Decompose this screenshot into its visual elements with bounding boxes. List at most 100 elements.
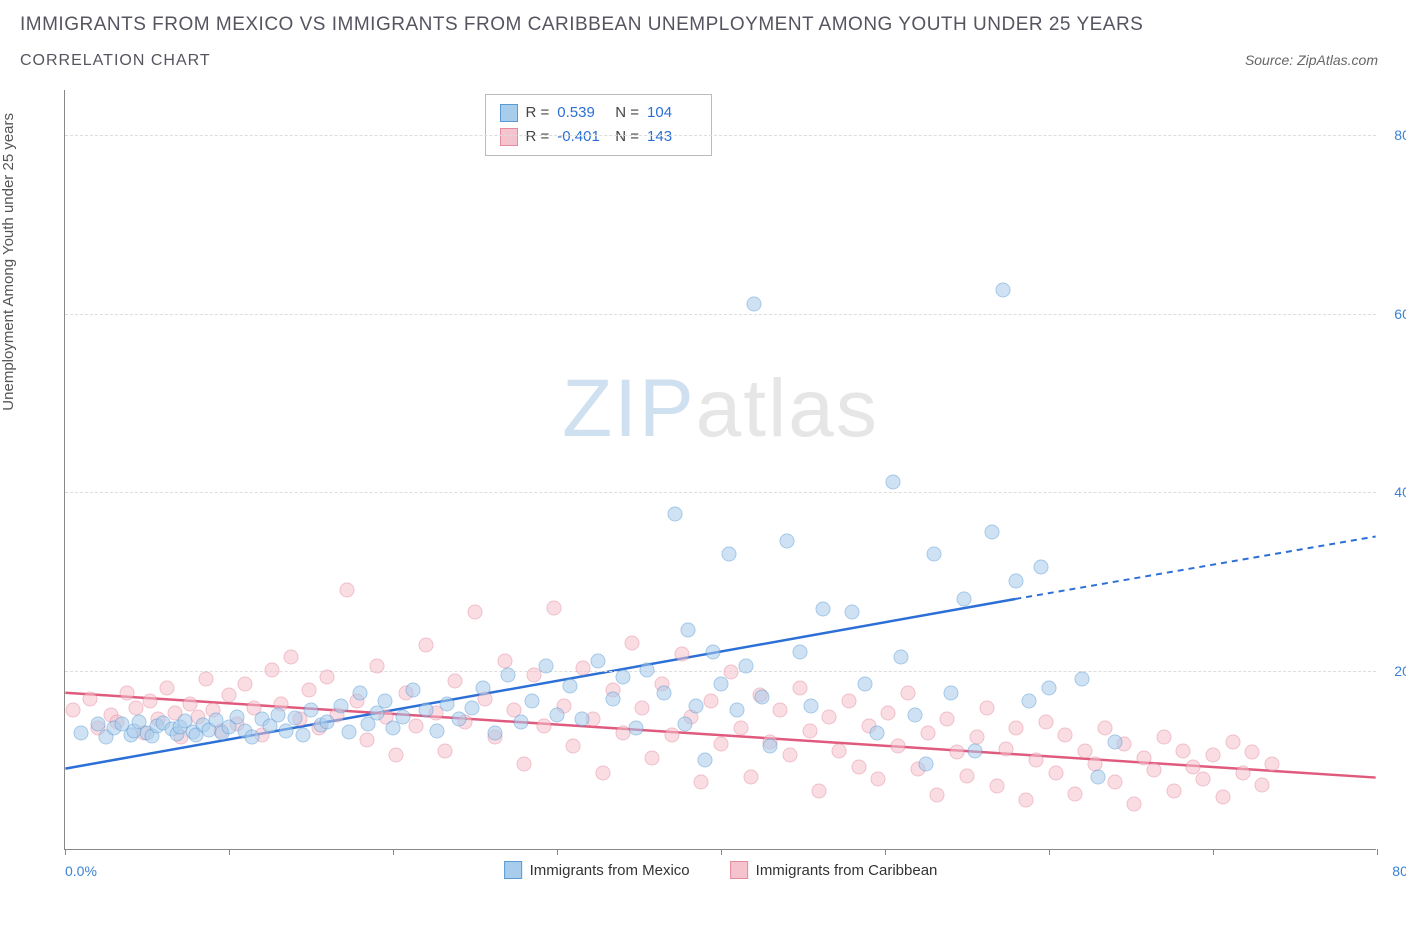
plot-area: ZIPatlas R =0.539N =104R =-0.401N =143 I… — [64, 90, 1376, 850]
trend-line-dashed — [1015, 536, 1375, 599]
data-point — [143, 694, 158, 709]
data-point — [625, 636, 640, 651]
data-point — [722, 546, 737, 561]
data-point — [82, 691, 97, 706]
data-point — [815, 602, 830, 617]
data-point — [689, 698, 704, 713]
data-point — [640, 663, 655, 678]
data-point — [320, 670, 335, 685]
stats-row: R =0.539N =104 — [500, 101, 698, 125]
data-point — [779, 533, 794, 548]
data-point — [940, 712, 955, 727]
data-point — [302, 682, 317, 697]
data-point — [704, 694, 719, 709]
data-point — [517, 757, 532, 772]
data-point — [353, 685, 368, 700]
data-point — [714, 676, 729, 691]
x-tick — [721, 849, 722, 855]
data-point — [730, 703, 745, 718]
data-point — [1038, 715, 1053, 730]
data-point — [66, 703, 81, 718]
legend-bottom: Immigrants from Mexico Immigrants from Ca… — [504, 861, 938, 879]
data-point — [871, 772, 886, 787]
data-point — [230, 709, 245, 724]
chart-title: IMMIGRANTS FROM MEXICO VS IMMIGRANTS FRO… — [20, 14, 1386, 36]
data-point — [525, 694, 540, 709]
data-point — [418, 638, 433, 653]
data-point — [574, 712, 589, 727]
series-swatch — [500, 128, 518, 146]
data-point — [333, 698, 348, 713]
data-point — [468, 605, 483, 620]
data-point — [271, 707, 286, 722]
data-point — [120, 685, 135, 700]
data-point — [845, 605, 860, 620]
data-point — [405, 682, 420, 697]
legend-label: Immigrants from Mexico — [530, 862, 690, 879]
data-point — [369, 658, 384, 673]
data-point — [1078, 743, 1093, 758]
data-point — [989, 779, 1004, 794]
data-point — [668, 506, 683, 521]
stat-n-label: N = — [615, 101, 639, 125]
stat-n-value: 143 — [647, 125, 697, 149]
y-tick-label: 20.0% — [1382, 663, 1406, 679]
data-point — [440, 697, 455, 712]
data-point — [287, 711, 302, 726]
data-point — [956, 591, 971, 606]
data-point — [1033, 560, 1048, 575]
data-point — [1235, 766, 1250, 781]
data-point — [1068, 786, 1083, 801]
data-point — [377, 694, 392, 709]
data-point — [1156, 730, 1171, 745]
data-point — [295, 727, 310, 742]
series-swatch — [500, 104, 518, 122]
data-point — [763, 739, 778, 754]
data-point — [804, 698, 819, 713]
data-point — [950, 745, 965, 760]
data-point — [1127, 797, 1142, 812]
data-point — [595, 766, 610, 781]
data-point — [664, 727, 679, 742]
legend-item: Immigrants from Caribbean — [730, 861, 938, 879]
data-point — [1009, 721, 1024, 736]
data-point — [340, 582, 355, 597]
data-point — [1146, 763, 1161, 778]
data-point — [960, 768, 975, 783]
x-tick — [1377, 849, 1378, 855]
data-point — [802, 723, 817, 738]
data-point — [513, 715, 528, 730]
data-point — [1176, 743, 1191, 758]
y-axis-title: Unemployment Among Youth under 25 years — [0, 113, 17, 411]
data-point — [605, 691, 620, 706]
data-point — [635, 700, 650, 715]
chart-subtitle: CORRELATION CHART — [20, 52, 211, 70]
data-point — [930, 788, 945, 803]
stat-r-label: R = — [526, 125, 550, 149]
y-tick-label: 40.0% — [1382, 484, 1406, 500]
data-point — [743, 770, 758, 785]
y-tick-label: 60.0% — [1382, 306, 1406, 322]
data-point — [500, 667, 515, 682]
data-point — [1091, 770, 1106, 785]
stat-n-label: N = — [615, 125, 639, 149]
data-point — [645, 750, 660, 765]
x-tick — [1049, 849, 1050, 855]
data-point — [418, 702, 433, 717]
grid-line — [65, 492, 1376, 493]
data-point — [1255, 777, 1270, 792]
data-point — [538, 658, 553, 673]
data-point — [894, 649, 909, 664]
data-point — [1107, 734, 1122, 749]
x-axis-end-label: 80.0% — [1392, 863, 1406, 879]
data-point — [244, 730, 259, 745]
data-point — [1196, 772, 1211, 787]
data-point — [891, 739, 906, 754]
data-point — [576, 661, 591, 676]
data-point — [464, 700, 479, 715]
data-point — [1074, 672, 1089, 687]
data-point — [1245, 745, 1260, 760]
grid-line — [65, 671, 1376, 672]
data-point — [563, 679, 578, 694]
data-point — [714, 736, 729, 751]
